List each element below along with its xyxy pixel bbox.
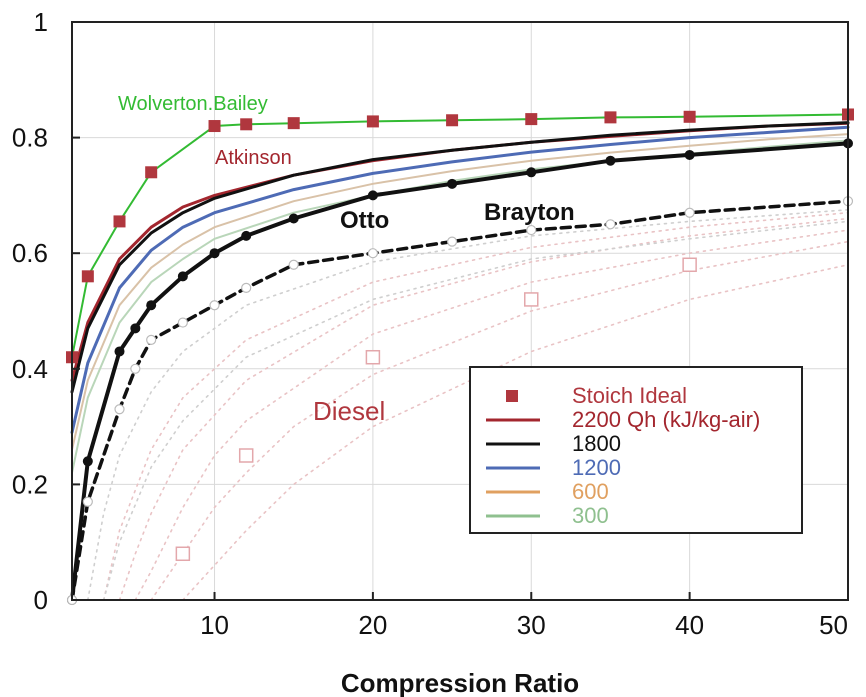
series-line-1800 xyxy=(70,121,850,394)
annotation-wolverton-bailey: Wolverton.Bailey xyxy=(118,93,268,115)
legend-label-300: 300 xyxy=(572,503,609,528)
annotation-brayton: Brayton xyxy=(484,199,575,226)
point-brayton-7 xyxy=(241,282,252,293)
point-diesel-1 xyxy=(238,448,254,463)
legend-label-1800: 1800 xyxy=(572,431,621,456)
point-brayton-8 xyxy=(288,259,299,270)
x-tick-label-1: 20 xyxy=(358,610,387,640)
annotation-diesel: Diesel xyxy=(313,396,385,426)
y-tick-label-3: 0.6 xyxy=(12,238,48,268)
point-otto-12 xyxy=(605,155,616,166)
point-brayton-11 xyxy=(526,224,537,236)
point-otto-3 xyxy=(130,323,141,334)
point-stoich-ideal-4 xyxy=(208,120,221,133)
point-stoich-ideal-10 xyxy=(604,111,617,124)
point-brayton-2 xyxy=(114,404,125,415)
point-otto-11 xyxy=(526,167,537,178)
y-tick-label-4: 0.8 xyxy=(12,123,48,153)
annotation-otto: Otto xyxy=(340,207,389,234)
point-brayton-13 xyxy=(684,207,695,218)
y-tick-label-2: 0.4 xyxy=(12,354,48,384)
point-brayton-9 xyxy=(367,248,378,259)
series-line-diesel-2 xyxy=(118,217,849,601)
series-line-600 xyxy=(71,133,849,451)
point-otto-10 xyxy=(447,178,458,189)
plot-frame xyxy=(71,21,849,601)
point-stoich-ideal-5 xyxy=(240,118,253,131)
legend-label-600: 600 xyxy=(572,479,609,504)
x-axis-label: Compression Ratio xyxy=(341,668,579,697)
point-otto-7 xyxy=(241,230,252,241)
x-tick-label-3: 40 xyxy=(675,610,704,640)
point-otto-5 xyxy=(177,271,188,282)
point-diesel-0 xyxy=(175,546,191,562)
y-tick-label-5: 1 xyxy=(34,7,48,37)
point-diesel-2 xyxy=(365,349,381,365)
point-otto-13 xyxy=(684,149,695,160)
legend-box xyxy=(469,366,803,534)
point-otto-4 xyxy=(146,300,157,311)
point-stoich-ideal-11 xyxy=(683,110,696,123)
tick-labels: 10 20 30 40 50 0 0.2 0.4 0.6 0.8 1 xyxy=(12,7,849,640)
legend-swatch-stoich-ideal xyxy=(506,390,518,402)
point-otto-9 xyxy=(367,190,378,201)
marker-layer xyxy=(66,108,854,606)
point-stoich-ideal-1 xyxy=(81,270,94,283)
series-line-1200 xyxy=(70,125,850,434)
point-brayton-6 xyxy=(209,300,220,311)
point-otto-2 xyxy=(114,346,125,357)
x-tick-label-4: 50 xyxy=(819,610,848,640)
point-stoich-ideal-3 xyxy=(145,166,158,179)
series-line-diesel-5 xyxy=(182,264,849,601)
point-stoich-ideal-6 xyxy=(287,117,300,130)
point-otto-1 xyxy=(82,456,93,467)
point-brayton-12 xyxy=(605,219,616,230)
point-brayton-4 xyxy=(146,334,157,345)
series-line-diesel-4 xyxy=(150,240,849,601)
series-line-diesel-1 xyxy=(102,211,849,601)
point-otto-6 xyxy=(209,248,220,259)
y-tick-label-0: 0 xyxy=(34,585,48,615)
point-stoich-ideal-2 xyxy=(113,215,126,228)
series-line-diesel-3 xyxy=(134,229,849,601)
point-stoich-ideal-7 xyxy=(366,115,379,128)
point-brayton-1 xyxy=(82,496,93,507)
y-tick-label-1: 0.2 xyxy=(12,469,48,499)
point-brayton-3 xyxy=(130,363,141,374)
point-stoich-ideal-8 xyxy=(446,114,459,127)
point-otto-8 xyxy=(288,213,299,224)
x-tick-label-2: 30 xyxy=(517,610,546,640)
series-line-gray-dotted-2 xyxy=(102,220,849,601)
annotation-atkinson: Atkinson xyxy=(215,147,292,169)
point-stoich-ideal-9 xyxy=(525,113,538,126)
point-brayton-5 xyxy=(177,317,188,328)
x-tick-label-0: 10 xyxy=(200,610,229,640)
point-diesel-4 xyxy=(682,257,697,273)
legend-label-stoich-ideal: Stoich Ideal xyxy=(572,383,687,408)
point-brayton-10 xyxy=(446,236,458,247)
legend-label-1200: 1200 xyxy=(572,455,621,480)
legend-label-2200-qh-kj-kg-air: 2200 Qh (kJ/kg-air) xyxy=(572,407,760,432)
point-diesel-3 xyxy=(524,292,539,307)
